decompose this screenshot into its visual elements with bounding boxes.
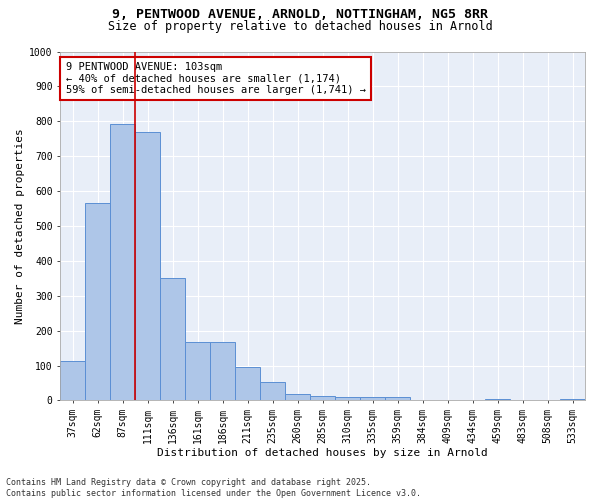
Bar: [135, 132, 160, 400]
Text: Size of property relative to detached houses in Arnold: Size of property relative to detached ho…: [107, 20, 493, 33]
Bar: [560, 398, 585, 400]
Bar: [485, 398, 510, 400]
Bar: [260, 382, 285, 400]
Bar: [310, 396, 335, 400]
Bar: [160, 278, 185, 400]
Text: 9, PENTWOOD AVENUE, ARNOLD, NOTTINGHAM, NG5 8RR: 9, PENTWOOD AVENUE, ARNOLD, NOTTINGHAM, …: [112, 8, 488, 20]
Bar: [210, 342, 235, 400]
Bar: [360, 397, 385, 400]
Text: 9 PENTWOOD AVENUE: 103sqm
← 40% of detached houses are smaller (1,174)
59% of se: 9 PENTWOOD AVENUE: 103sqm ← 40% of detac…: [65, 62, 365, 95]
Bar: [235, 366, 260, 400]
Y-axis label: Number of detached properties: Number of detached properties: [15, 128, 25, 324]
Bar: [285, 394, 310, 400]
Text: Contains HM Land Registry data © Crown copyright and database right 2025.
Contai: Contains HM Land Registry data © Crown c…: [6, 478, 421, 498]
Bar: [335, 397, 360, 400]
Bar: [385, 397, 410, 400]
X-axis label: Distribution of detached houses by size in Arnold: Distribution of detached houses by size …: [157, 448, 488, 458]
Bar: [61, 362, 85, 401]
Bar: [110, 124, 135, 400]
Bar: [85, 204, 110, 400]
Bar: [185, 342, 210, 400]
